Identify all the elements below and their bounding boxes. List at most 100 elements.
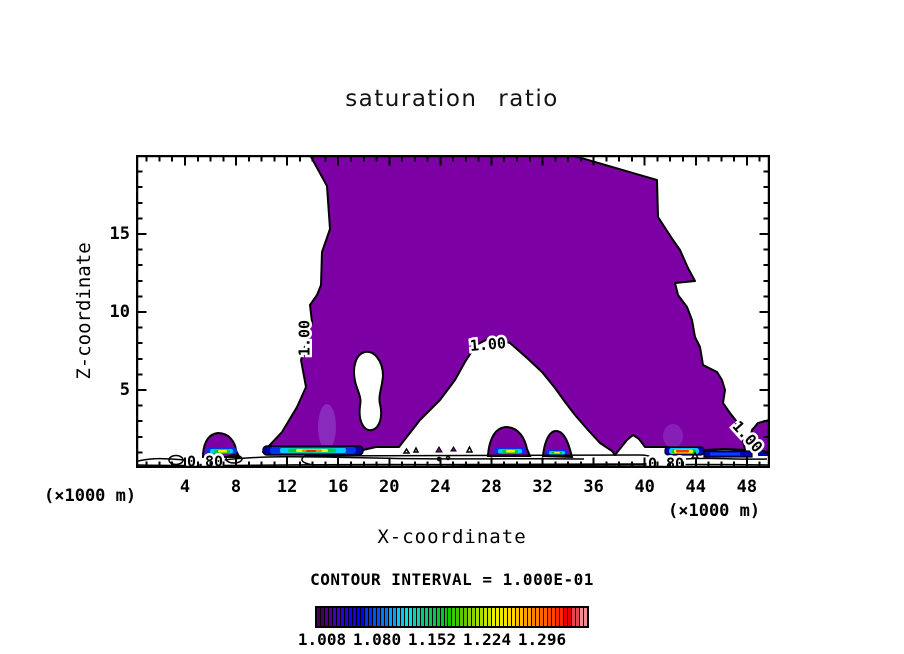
colorbar-cell bbox=[568, 608, 571, 626]
colorbar-cell bbox=[460, 608, 464, 626]
contour-interval-label: CONTOUR INTERVAL = 1.000E-01 bbox=[310, 570, 594, 589]
x-tick-label: 48 bbox=[736, 477, 758, 497]
contour-plot-canvas: 1.00 1.001.000.80 0.80 bbox=[135, 154, 771, 475]
colorbar-cell bbox=[516, 608, 520, 626]
colorbar-cell bbox=[356, 608, 360, 626]
colorbar-cell bbox=[428, 608, 432, 626]
colorbar-cell bbox=[368, 608, 372, 626]
colorbar-cell bbox=[472, 608, 476, 626]
colorbar-cell bbox=[392, 608, 396, 626]
colorbar-cell bbox=[344, 608, 348, 626]
colorbar-cell bbox=[328, 608, 332, 626]
plot-area: 1.00 1.00 1.00 0.80 0.80 bbox=[135, 154, 771, 475]
colorbar-cell bbox=[317, 608, 320, 626]
colorbar-cell bbox=[536, 608, 540, 626]
colorbar-cell bbox=[520, 608, 524, 626]
colorbar-cell bbox=[560, 608, 564, 626]
colorbar-cell bbox=[532, 608, 536, 626]
colorbar-cell bbox=[448, 608, 452, 626]
x-axis-unit: (×1000 m) bbox=[668, 501, 761, 521]
colorbar-cell bbox=[364, 608, 368, 626]
colorbar-cell bbox=[476, 608, 480, 626]
chart-title: saturation ratio bbox=[345, 86, 559, 112]
y-axis-unit: (×1000 m) bbox=[44, 486, 137, 506]
tiny-speck bbox=[450, 446, 457, 452]
colorbar-cell bbox=[452, 608, 456, 626]
contour-label: 0.80 bbox=[187, 453, 223, 469]
colorbar-cell bbox=[496, 608, 500, 626]
colorbar-cell bbox=[540, 608, 544, 626]
colorbar-cell bbox=[552, 608, 556, 626]
axis-ticks bbox=[137, 156, 769, 467]
colorbar-cell bbox=[340, 608, 344, 626]
colorbar-cell bbox=[444, 608, 448, 626]
colorbar-cell bbox=[436, 608, 440, 626]
colorbar-cell bbox=[575, 608, 579, 626]
colorbar-cell bbox=[380, 608, 384, 626]
colorbar-cell bbox=[348, 608, 352, 626]
x-tick-label: 36 bbox=[583, 477, 604, 497]
x-tick-label: 28 bbox=[481, 477, 502, 497]
x-tick-label: 12 bbox=[276, 477, 298, 497]
colorbar-cell bbox=[424, 608, 428, 626]
colorbar-cell bbox=[544, 608, 548, 626]
colorbar-cell bbox=[484, 608, 488, 626]
colorbar-cell bbox=[332, 608, 336, 626]
heat-streak-left-main bbox=[262, 445, 364, 456]
colorbar-cell bbox=[384, 608, 388, 626]
blue-ground-bar bbox=[703, 450, 769, 458]
colorbar-cell bbox=[388, 608, 392, 626]
x-tick-label: 8 bbox=[230, 477, 242, 497]
colorbar-cell bbox=[412, 608, 416, 626]
colorbar bbox=[315, 606, 589, 628]
colorbar-cell bbox=[324, 608, 328, 626]
colorbar-cell bbox=[464, 608, 468, 626]
colorbar-cell bbox=[579, 608, 583, 626]
colorbar-cell bbox=[376, 608, 380, 626]
colorbar-cell bbox=[336, 608, 340, 626]
colorbar-label: 1.296 bbox=[517, 630, 567, 649]
x-tick-label: 4 bbox=[179, 477, 191, 497]
colorbar-label: 1.152 bbox=[407, 630, 457, 649]
x-tick-label: 40 bbox=[634, 477, 655, 497]
colorbar-label: 1.224 bbox=[462, 630, 512, 649]
x-tick-label: 16 bbox=[327, 477, 349, 497]
x-tick-label: 44 bbox=[685, 477, 707, 497]
colorbar-cell bbox=[408, 608, 412, 626]
ground-contour-lines bbox=[137, 445, 769, 467]
tiny-speck bbox=[435, 446, 443, 453]
colorbar-cell bbox=[420, 608, 424, 626]
colorbar-cell bbox=[400, 608, 404, 626]
colorbar-cell bbox=[396, 608, 400, 626]
colorbar-cell bbox=[404, 608, 408, 626]
light-saturation-smudge bbox=[318, 404, 336, 450]
heat-streak-mid-1 bbox=[494, 448, 526, 454]
colorbar-label: 1.080 bbox=[352, 630, 402, 649]
x-axis-title: X-coordinate bbox=[377, 526, 527, 548]
y-tick-label: 15 bbox=[109, 224, 130, 244]
colorbar-label: 1.008 bbox=[297, 630, 347, 649]
subsaturated-hole bbox=[353, 350, 385, 432]
plot-border bbox=[135, 154, 771, 469]
colorbar-cell bbox=[524, 608, 528, 626]
light-saturation-smudge bbox=[663, 424, 683, 448]
contour-label: 1.00 bbox=[469, 334, 507, 355]
colorbar-cell bbox=[504, 608, 508, 626]
colorbar-cell bbox=[556, 608, 560, 626]
colorbar-cell bbox=[372, 608, 376, 626]
colorbar-cell bbox=[492, 608, 496, 626]
colorbar-cell bbox=[456, 608, 460, 626]
colorbar-cell bbox=[564, 608, 568, 626]
colorbar-cell bbox=[508, 608, 512, 626]
colorbar-cell bbox=[416, 608, 420, 626]
colorbar-cell bbox=[440, 608, 444, 626]
colorbar-cell bbox=[528, 608, 532, 626]
colorbar-cell bbox=[468, 608, 472, 626]
colorbar-cell bbox=[500, 608, 504, 626]
colorbar-cell bbox=[480, 608, 484, 626]
heat-streak-mid-2 bbox=[546, 450, 568, 455]
x-tick-label: 20 bbox=[379, 477, 400, 497]
contour-label: 1.00 bbox=[296, 320, 314, 356]
saturated-region bbox=[262, 154, 746, 456]
